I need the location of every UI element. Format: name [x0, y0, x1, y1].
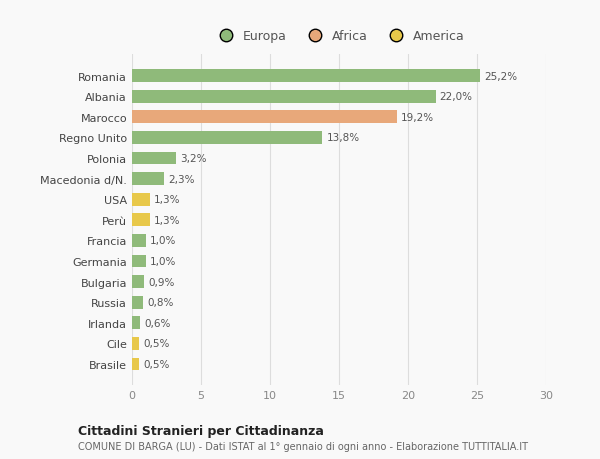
Text: 0,5%: 0,5%	[143, 359, 169, 369]
Bar	[132, 317, 140, 330]
Legend: Europa, Africa, America: Europa, Africa, America	[208, 25, 470, 48]
Bar	[132, 296, 143, 309]
Bar	[132, 173, 164, 185]
Text: 19,2%: 19,2%	[401, 112, 434, 123]
Text: 0,6%: 0,6%	[145, 318, 171, 328]
Text: 0,5%: 0,5%	[143, 339, 169, 348]
Bar	[132, 111, 397, 124]
Bar	[132, 235, 146, 247]
Text: 13,8%: 13,8%	[326, 133, 360, 143]
Text: 1,0%: 1,0%	[150, 236, 176, 246]
Text: 22,0%: 22,0%	[440, 92, 473, 102]
Bar	[132, 275, 145, 288]
Bar	[132, 193, 150, 206]
Bar	[132, 132, 322, 145]
Text: 1,3%: 1,3%	[154, 215, 181, 225]
Text: 0,8%: 0,8%	[147, 297, 173, 308]
Text: 25,2%: 25,2%	[484, 72, 517, 81]
Text: COMUNE DI BARGA (LU) - Dati ISTAT al 1° gennaio di ogni anno - Elaborazione TUTT: COMUNE DI BARGA (LU) - Dati ISTAT al 1° …	[78, 441, 528, 451]
Text: 0,9%: 0,9%	[149, 277, 175, 287]
Bar	[132, 90, 436, 103]
Bar	[132, 152, 176, 165]
Text: 1,3%: 1,3%	[154, 195, 181, 205]
Text: 2,3%: 2,3%	[168, 174, 194, 184]
Bar	[132, 70, 480, 83]
Bar	[132, 337, 139, 350]
Bar	[132, 214, 150, 227]
Text: Cittadini Stranieri per Cittadinanza: Cittadini Stranieri per Cittadinanza	[78, 424, 324, 437]
Bar	[132, 358, 139, 370]
Text: 1,0%: 1,0%	[150, 257, 176, 266]
Bar	[132, 255, 146, 268]
Text: 3,2%: 3,2%	[181, 154, 207, 164]
